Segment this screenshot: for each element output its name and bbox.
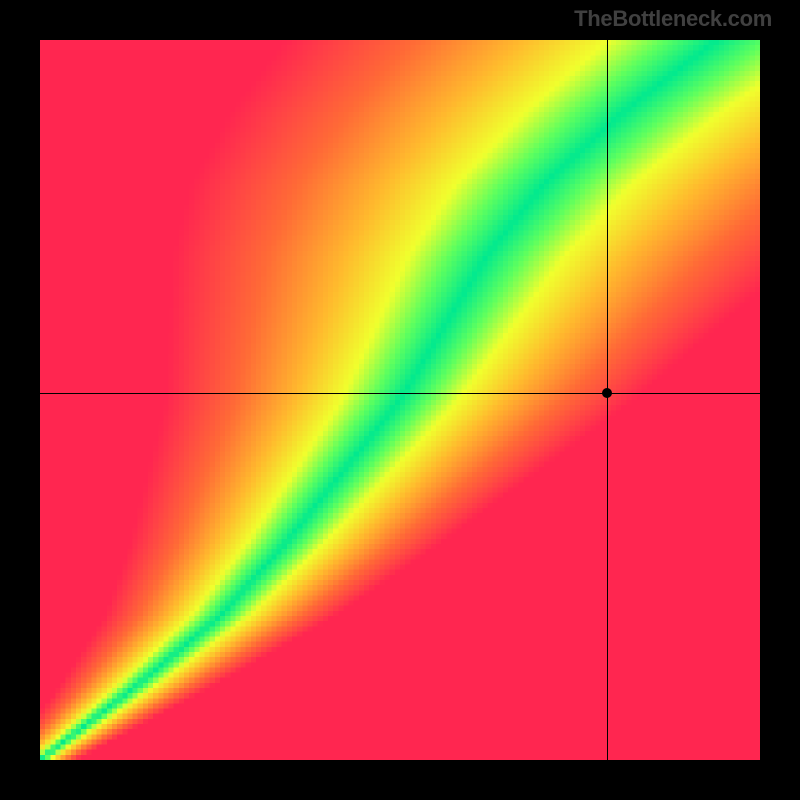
heatmap-plot-area [40, 40, 760, 760]
heatmap-canvas [40, 40, 760, 760]
watermark-text: TheBottleneck.com [574, 6, 772, 32]
crosshair-horizontal-line [40, 393, 760, 394]
crosshair-vertical-line [607, 40, 608, 760]
